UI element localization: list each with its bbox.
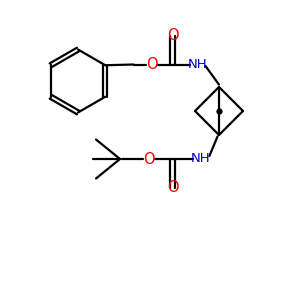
Text: O: O: [143, 152, 154, 166]
Text: NH: NH: [191, 152, 211, 166]
Text: O: O: [167, 180, 178, 195]
Text: O: O: [146, 57, 157, 72]
Text: NH: NH: [188, 58, 208, 71]
Text: O: O: [167, 28, 178, 44]
